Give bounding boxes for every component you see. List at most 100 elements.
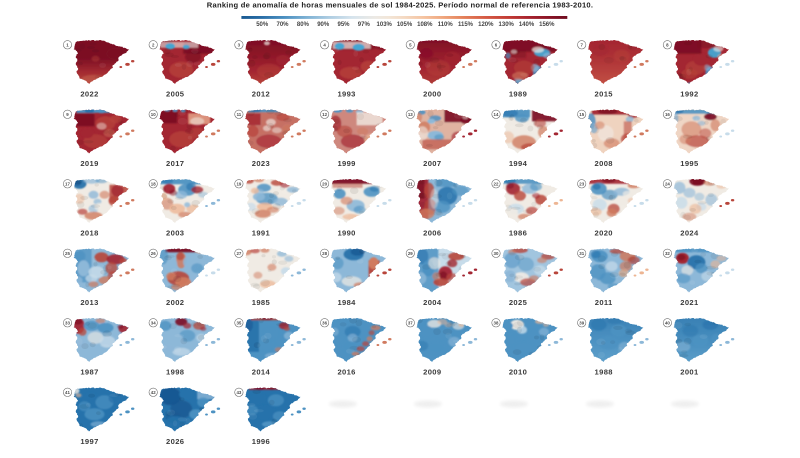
svg-text:2000: 2000 [423, 89, 441, 98]
svg-text:1996: 1996 [252, 437, 270, 446]
svg-text:1992: 1992 [680, 89, 698, 98]
svg-text:2007: 2007 [423, 159, 441, 168]
svg-text:24: 24 [665, 182, 670, 187]
svg-text:2026: 2026 [166, 437, 184, 446]
svg-text:28: 28 [322, 251, 327, 256]
svg-text:1: 1 [66, 43, 69, 48]
svg-text:2009: 2009 [423, 367, 441, 376]
svg-text:13: 13 [408, 112, 413, 117]
svg-text:1993: 1993 [337, 89, 355, 98]
svg-text:95%: 95% [337, 22, 350, 28]
svg-text:11: 11 [237, 112, 242, 117]
svg-text:2016: 2016 [337, 367, 355, 376]
svg-text:38: 38 [494, 321, 499, 326]
svg-text:23: 23 [579, 182, 584, 187]
svg-text:22: 22 [494, 182, 499, 187]
svg-text:33: 33 [65, 321, 70, 326]
svg-text:156%: 156% [539, 22, 555, 28]
svg-text:2021: 2021 [680, 298, 699, 307]
svg-text:1984: 1984 [337, 298, 356, 307]
svg-text:140%: 140% [519, 22, 535, 28]
svg-text:2002: 2002 [166, 298, 184, 307]
svg-text:2015: 2015 [595, 89, 614, 98]
svg-text:2017: 2017 [166, 159, 184, 168]
svg-text:2008: 2008 [595, 159, 613, 168]
svg-text:1999: 1999 [337, 159, 355, 168]
svg-text:41: 41 [65, 390, 70, 395]
svg-text:21: 21 [408, 182, 413, 187]
svg-text:2006: 2006 [423, 228, 441, 237]
svg-text:2018: 2018 [80, 228, 98, 237]
svg-text:8: 8 [666, 43, 669, 48]
svg-text:2011: 2011 [595, 298, 613, 307]
svg-text:70%: 70% [276, 22, 289, 28]
svg-text:2025: 2025 [509, 298, 528, 307]
svg-text:15: 15 [579, 112, 584, 117]
svg-text:105%: 105% [397, 22, 413, 28]
svg-text:2010: 2010 [509, 367, 527, 376]
svg-text:1987: 1987 [80, 367, 98, 376]
svg-text:10: 10 [151, 112, 156, 117]
svg-text:9: 9 [66, 112, 69, 117]
svg-text:5: 5 [409, 43, 412, 48]
svg-text:20: 20 [322, 182, 327, 187]
svg-text:27: 27 [236, 251, 241, 256]
svg-text:1985: 1985 [252, 298, 271, 307]
svg-text:2014: 2014 [252, 367, 271, 376]
svg-text:43: 43 [236, 390, 241, 395]
svg-text:1997: 1997 [80, 437, 98, 446]
svg-text:1986: 1986 [509, 228, 527, 237]
svg-text:80%: 80% [297, 22, 310, 28]
svg-text:3: 3 [238, 43, 241, 48]
svg-text:31: 31 [579, 251, 584, 256]
svg-text:2020: 2020 [595, 228, 613, 237]
svg-text:2022: 2022 [80, 89, 98, 98]
svg-text:2: 2 [152, 43, 155, 48]
svg-text:90%: 90% [317, 22, 330, 28]
svg-text:26: 26 [151, 251, 156, 256]
svg-text:39: 39 [579, 321, 584, 326]
svg-text:16: 16 [665, 112, 670, 117]
svg-text:18: 18 [151, 182, 156, 187]
svg-text:6: 6 [495, 43, 498, 48]
svg-text:1990: 1990 [337, 228, 355, 237]
svg-text:120%: 120% [478, 22, 494, 28]
svg-text:35: 35 [236, 321, 241, 326]
svg-text:130%: 130% [499, 22, 515, 28]
svg-text:4: 4 [323, 43, 326, 48]
svg-text:1991: 1991 [252, 228, 271, 237]
svg-text:2001: 2001 [680, 367, 699, 376]
svg-text:7: 7 [580, 43, 583, 48]
svg-text:2005: 2005 [166, 89, 185, 98]
svg-text:2004: 2004 [423, 298, 442, 307]
svg-text:2003: 2003 [166, 228, 184, 237]
svg-text:14: 14 [494, 112, 499, 117]
svg-text:2019: 2019 [80, 159, 98, 168]
svg-text:42: 42 [151, 390, 156, 395]
svg-text:2024: 2024 [680, 228, 699, 237]
svg-text:Ranking de anomalía de horas m: Ranking de anomalía de horas mensuales d… [207, 1, 593, 10]
svg-text:29: 29 [408, 251, 413, 256]
svg-text:103%: 103% [377, 22, 393, 28]
svg-text:19: 19 [236, 182, 241, 187]
svg-text:1998: 1998 [166, 367, 184, 376]
svg-text:25: 25 [65, 251, 70, 256]
svg-text:2023: 2023 [252, 159, 270, 168]
svg-text:110%: 110% [438, 22, 454, 28]
svg-text:2012: 2012 [252, 89, 270, 98]
svg-text:50%: 50% [256, 22, 269, 28]
svg-text:1994: 1994 [509, 159, 528, 168]
svg-text:1989: 1989 [509, 89, 527, 98]
svg-text:32: 32 [665, 251, 670, 256]
svg-text:40: 40 [665, 321, 670, 326]
svg-text:30: 30 [494, 251, 499, 256]
svg-text:34: 34 [151, 321, 156, 326]
svg-text:17: 17 [65, 182, 70, 187]
svg-text:1995: 1995 [680, 159, 699, 168]
svg-text:115%: 115% [458, 22, 474, 28]
svg-text:1988: 1988 [595, 367, 613, 376]
svg-text:37: 37 [408, 321, 413, 326]
svg-text:36: 36 [322, 321, 327, 326]
svg-text:108%: 108% [417, 22, 433, 28]
svg-text:97%: 97% [358, 22, 371, 28]
